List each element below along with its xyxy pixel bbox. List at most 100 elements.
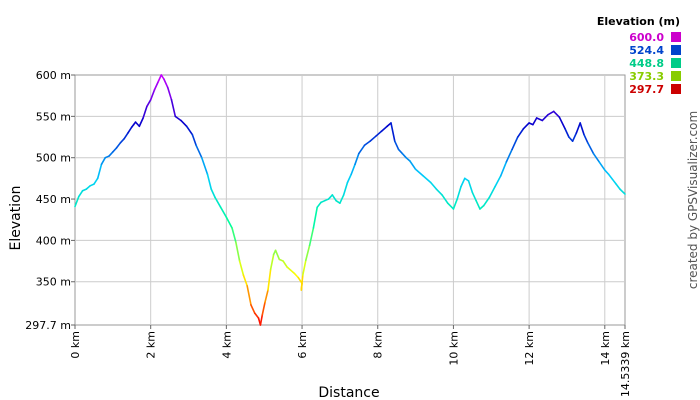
- profile-segment: [363, 140, 371, 147]
- x-tick-label: 14.5339 km: [619, 331, 632, 397]
- x-tick-label: 2 km: [145, 331, 158, 359]
- legend-value: 373.3: [629, 70, 664, 83]
- profile-segment: [185, 125, 194, 136]
- profile-segment: [157, 74, 163, 83]
- profile-segment: [586, 142, 595, 155]
- profile-segment: [414, 168, 424, 177]
- profile-segment: [163, 78, 169, 89]
- profile-segment: [134, 121, 141, 128]
- profile-segment: [225, 216, 233, 229]
- profile-segment: [267, 268, 272, 291]
- profile-segment: [142, 105, 148, 119]
- profile-segment: [214, 196, 222, 209]
- profile-segment: [195, 144, 203, 159]
- x-axis-ticks: 0 km 2 km 4 km 6 km 8 km 10 km 12 km 14 km 14.53…: [69, 325, 632, 397]
- profile-segment: [282, 260, 288, 268]
- profile-segment: [471, 191, 477, 202]
- y-tick-label: 550 m: [36, 110, 71, 123]
- profile-segment: [575, 122, 582, 134]
- profile-segment: [119, 137, 125, 144]
- profile-segment: [583, 133, 589, 144]
- profile-segment: [511, 136, 519, 151]
- profile-segment: [85, 185, 91, 190]
- y-tick-label: 350 m: [36, 276, 71, 289]
- profile-segment: [138, 117, 144, 128]
- profile-segment: [390, 122, 396, 142]
- profile-segment: [235, 241, 241, 262]
- profile-segment: [108, 151, 114, 157]
- profile-segment: [354, 152, 360, 166]
- x-tick-label: 12 km: [523, 331, 536, 366]
- legend-value: 448.8: [629, 57, 664, 70]
- profile-segment: [369, 135, 377, 142]
- profile-segment: [300, 274, 304, 291]
- profile-segment: [231, 227, 237, 243]
- profile-segment: [579, 122, 585, 136]
- profile-segment: [592, 152, 600, 163]
- legend-swatch: [671, 71, 681, 81]
- profile-segment: [316, 201, 322, 209]
- profile-segment: [547, 110, 555, 116]
- profile-segment: [166, 86, 173, 101]
- profile-segment: [346, 173, 353, 184]
- profile-segment: [339, 194, 345, 204]
- profile-segment: [401, 152, 407, 159]
- x-tick-label: 14 km: [599, 331, 612, 366]
- profile-segment: [250, 304, 256, 314]
- profile-segment: [77, 189, 84, 198]
- y-tick-label: 500 m: [36, 152, 71, 165]
- profile-segment: [441, 194, 449, 204]
- profile-segment: [494, 175, 502, 188]
- profile-segment: [460, 177, 466, 188]
- x-tick-label: 8 km: [372, 331, 385, 359]
- profile-segment: [160, 74, 165, 80]
- profile-segment: [615, 183, 621, 190]
- profile-segment: [499, 161, 508, 177]
- profile-segment: [358, 144, 366, 155]
- profile-segment: [558, 116, 566, 130]
- profile-segment: [115, 142, 122, 149]
- profile-segment: [289, 269, 296, 275]
- plot-area: [74, 74, 626, 326]
- profile-segment: [422, 175, 432, 184]
- profile-segment: [552, 110, 561, 118]
- legend-value: 600.0: [629, 31, 664, 44]
- profile-segment: [479, 204, 485, 210]
- profile-segment: [482, 196, 491, 207]
- profile-segment: [405, 156, 411, 162]
- y-axis-ticks: 297.7 m 350 m 400 m 450 m 500 m 550 m 600 m: [25, 69, 75, 332]
- profile-segment: [452, 198, 459, 210]
- profile-segment: [253, 312, 260, 319]
- profile-segment: [123, 132, 129, 140]
- profile-segment: [397, 148, 404, 155]
- plot-border: [74, 74, 626, 326]
- profile-segment: [568, 136, 574, 142]
- legend-value: 297.7: [629, 83, 664, 96]
- profile-segment: [435, 188, 443, 196]
- profile-segment: [532, 117, 538, 126]
- profile-segment: [409, 160, 417, 171]
- profile-segment: [375, 130, 383, 137]
- profile-segment: [180, 119, 188, 128]
- x-axis-title: Distance: [318, 385, 379, 400]
- profile-segment: [153, 80, 160, 91]
- profile-segment: [206, 173, 213, 190]
- profile-segment: [293, 272, 300, 279]
- profile-segment: [475, 199, 481, 210]
- profile-segment: [191, 133, 197, 147]
- profile-segment: [238, 260, 245, 276]
- grid-lines: [75, 75, 625, 325]
- profile-segment: [505, 148, 513, 163]
- profile-segment: [286, 266, 292, 271]
- profile-segment: [564, 127, 570, 138]
- profile-segment: [516, 127, 525, 138]
- legend-swatch: [671, 45, 681, 55]
- profile-segment: [219, 206, 228, 219]
- profile-segment: [350, 163, 356, 176]
- profile-segment: [619, 188, 626, 195]
- profile-segment: [598, 161, 606, 171]
- credit-text: created by GPSVisualizer.com: [686, 111, 700, 289]
- profile-segment: [312, 206, 318, 229]
- profile-segment: [607, 173, 614, 180]
